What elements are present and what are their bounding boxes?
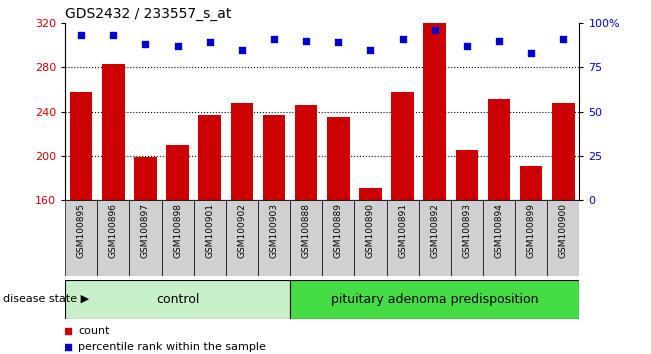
- Bar: [295, 105, 318, 200]
- Text: disease state ▶: disease state ▶: [3, 294, 89, 304]
- Point: [365, 47, 376, 52]
- Text: GSM100894: GSM100894: [495, 203, 503, 258]
- Bar: [488, 99, 510, 200]
- Point: [301, 38, 311, 44]
- Text: GSM100891: GSM100891: [398, 203, 407, 258]
- Bar: [391, 92, 414, 200]
- Bar: [552, 103, 575, 200]
- Bar: [290, 280, 579, 319]
- Bar: [515, 200, 547, 276]
- Point: [430, 27, 440, 33]
- Text: pituitary adenoma predisposition: pituitary adenoma predisposition: [331, 293, 538, 306]
- Point: [108, 33, 118, 38]
- Text: GSM100898: GSM100898: [173, 203, 182, 258]
- Point: [76, 33, 87, 38]
- Text: GSM100892: GSM100892: [430, 203, 439, 258]
- Bar: [102, 64, 124, 200]
- Point: [62, 328, 73, 334]
- Text: GSM100893: GSM100893: [462, 203, 471, 258]
- Point: [333, 40, 344, 45]
- Text: count: count: [78, 326, 109, 336]
- Point: [558, 36, 568, 42]
- Bar: [199, 115, 221, 200]
- Point: [526, 50, 536, 56]
- Bar: [290, 200, 322, 276]
- Bar: [483, 200, 515, 276]
- Bar: [65, 280, 290, 319]
- Bar: [226, 200, 258, 276]
- Bar: [359, 188, 381, 200]
- Bar: [258, 200, 290, 276]
- Point: [462, 43, 472, 49]
- Text: GDS2432 / 233557_s_at: GDS2432 / 233557_s_at: [65, 7, 232, 21]
- Bar: [161, 200, 194, 276]
- Text: GSM100901: GSM100901: [205, 203, 214, 258]
- Bar: [130, 200, 161, 276]
- Text: GSM100896: GSM100896: [109, 203, 118, 258]
- Text: GSM100888: GSM100888: [301, 203, 311, 258]
- Bar: [387, 200, 419, 276]
- Text: percentile rank within the sample: percentile rank within the sample: [78, 342, 266, 352]
- Text: GSM100902: GSM100902: [238, 203, 246, 258]
- Bar: [65, 200, 97, 276]
- Text: control: control: [156, 293, 199, 306]
- Bar: [419, 200, 450, 276]
- Bar: [263, 115, 285, 200]
- Point: [269, 36, 279, 42]
- Text: GSM100890: GSM100890: [366, 203, 375, 258]
- Bar: [456, 150, 478, 200]
- Bar: [327, 117, 350, 200]
- Point: [397, 36, 408, 42]
- Text: GSM100889: GSM100889: [334, 203, 343, 258]
- Bar: [70, 92, 92, 200]
- Text: GSM100897: GSM100897: [141, 203, 150, 258]
- Text: GSM100903: GSM100903: [270, 203, 279, 258]
- Text: GSM100899: GSM100899: [527, 203, 536, 258]
- Bar: [424, 23, 446, 200]
- Bar: [354, 200, 387, 276]
- Bar: [167, 145, 189, 200]
- Point: [173, 43, 183, 49]
- Bar: [230, 103, 253, 200]
- Point: [62, 344, 73, 350]
- Bar: [97, 200, 130, 276]
- Text: GSM100895: GSM100895: [77, 203, 86, 258]
- Point: [237, 47, 247, 52]
- Bar: [450, 200, 483, 276]
- Bar: [194, 200, 226, 276]
- Bar: [520, 166, 542, 200]
- Bar: [134, 157, 157, 200]
- Bar: [322, 200, 354, 276]
- Bar: [547, 200, 579, 276]
- Point: [140, 41, 150, 47]
- Point: [494, 38, 505, 44]
- Text: GSM100900: GSM100900: [559, 203, 568, 258]
- Point: [204, 40, 215, 45]
